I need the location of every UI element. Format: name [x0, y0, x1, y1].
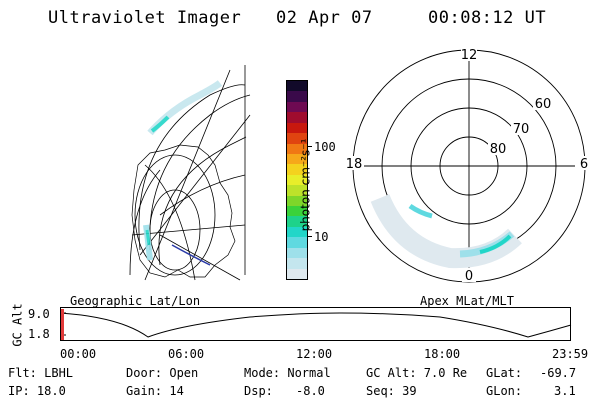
gc-alt-info: GC Alt: 7.0 Re	[366, 366, 468, 380]
altitude-plot	[60, 307, 572, 341]
apex-caption: Apex MLat/MLT	[420, 294, 514, 308]
colorbar-band	[287, 153, 307, 165]
colorbar-band	[287, 226, 307, 238]
lat-label-60: 60	[535, 97, 552, 112]
glon-value: 3.1	[554, 384, 576, 398]
colorbar-band	[287, 164, 307, 175]
colorbar-band	[287, 91, 307, 102]
filter-info: Flt: LBHL	[8, 366, 74, 380]
geographic-caption: Geographic Lat/Lon	[70, 294, 201, 308]
mlat-mlt-polar-plot: 12 18 6 0 60 70 80	[344, 48, 589, 284]
colorbar	[286, 80, 308, 280]
altitude-xtick-1800: 18:00	[424, 347, 461, 361]
colorbar-tick-10: 10	[314, 230, 329, 244]
door-info: Door: Open	[126, 366, 199, 380]
colorbar-band	[287, 80, 307, 92]
glat-label: GLat:	[486, 366, 523, 380]
colorbar-unit-label: photon cm⁻²s⁻¹	[298, 138, 313, 232]
colorbar-band	[287, 206, 307, 217]
colorbar-band	[287, 143, 307, 154]
instrument-title: Ultraviolet Imager	[48, 8, 242, 28]
glat-value: -69.7	[540, 366, 577, 380]
glon-label: GLon:	[486, 384, 523, 398]
lat-label-80: 80	[490, 142, 507, 157]
mlt-label-18: 18	[346, 157, 363, 172]
mlt-label-0: 0	[465, 269, 473, 284]
altitude-ytick-high: 9.0	[28, 307, 50, 321]
ip-info: IP: 18.0	[8, 384, 66, 398]
colorbar-band	[287, 258, 307, 269]
mlt-label-12: 12	[461, 48, 478, 63]
colorbar-band	[287, 101, 307, 113]
geographic-map	[129, 65, 251, 281]
altitude-xtick-0000: 00:00	[60, 347, 97, 361]
gain-info: Gain: 14	[126, 384, 184, 398]
colorbar-band	[287, 112, 307, 123]
date-label: 02 Apr 07	[276, 8, 373, 28]
mode-info: Mode: Normal	[244, 366, 331, 380]
colorbar-band	[287, 174, 307, 186]
colorbar-band	[287, 185, 307, 196]
colorbar-band	[287, 195, 307, 207]
seq-info: Seq: 39	[366, 384, 417, 398]
dsp-value: -8.0	[296, 384, 325, 398]
time-label: 00:08:12 UT	[428, 8, 547, 28]
colorbar-band	[287, 133, 307, 144]
mlt-label-6: 6	[580, 157, 588, 172]
colorbar-band	[287, 122, 307, 134]
colorbar-band	[287, 237, 307, 248]
dsp-label: Dsp:	[244, 384, 273, 398]
colorbar-band	[287, 268, 307, 279]
altitude-xtick-2359: 23:59	[552, 347, 589, 361]
colorbar-band	[287, 247, 307, 259]
colorbar-tick-100: 100	[314, 140, 336, 154]
altitude-xtick-0600: 06:00	[168, 347, 205, 361]
altitude-ylabel: GC Alt	[10, 303, 25, 347]
altitude-ytick-low: 1.8	[28, 327, 50, 341]
colorbar-band	[287, 216, 307, 227]
lat-label-70: 70	[513, 122, 530, 137]
altitude-xtick-1200: 12:00	[296, 347, 333, 361]
